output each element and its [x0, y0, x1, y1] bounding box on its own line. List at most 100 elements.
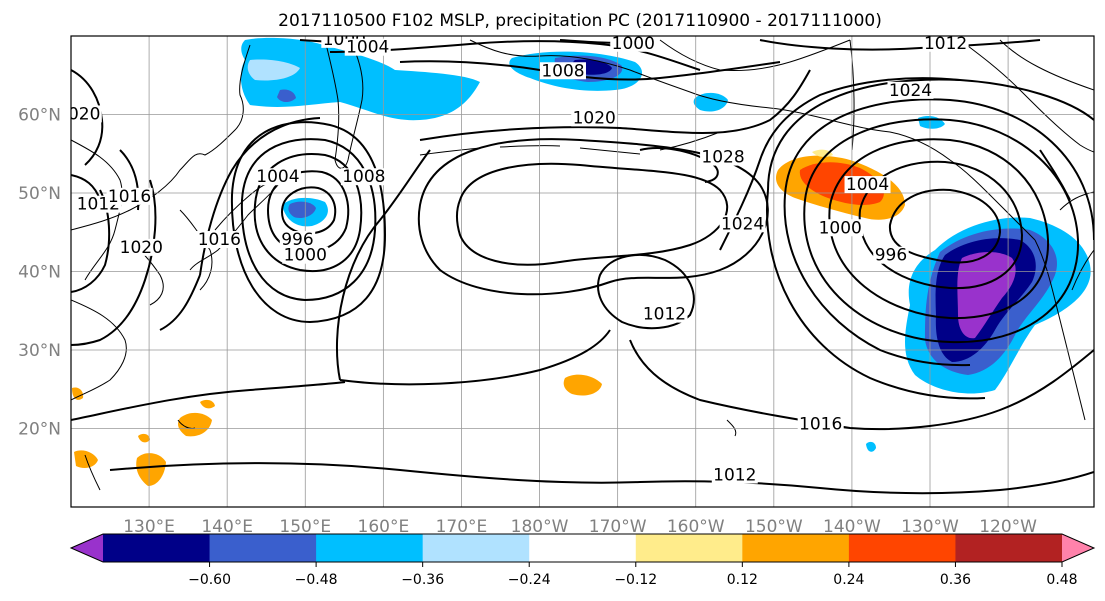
colorbar-tick-label: −0.60	[188, 572, 231, 588]
isobar-west-1020	[71, 179, 157, 346]
isobar-mid-1020	[419, 69, 811, 141]
map-axis-labels: 60°N 50°N 40°N 30°N 20°N 130°E 140°E 150°E 160°E…	[18, 106, 1037, 538]
isobar-gulf-low-1004	[888, 188, 1002, 264]
colorbar-tick-label: −0.24	[508, 572, 551, 588]
colorbar-tick-label: 0.12	[727, 572, 758, 588]
map-panel: 1000 1004 1000 1008 1012 1024 1020 1028 1004 1008…	[57, 34, 1095, 508]
colorbar-segment	[848, 534, 956, 562]
colorbar-segment	[103, 534, 211, 562]
lon-tick-label: 140°E	[201, 517, 253, 537]
isobar-north-1012	[759, 39, 1041, 51]
isobar-label: 1000	[819, 218, 862, 238]
precip-positive-small-1	[200, 399, 215, 409]
isobar-1012-center	[597, 254, 695, 330]
isobar-high-ring-2	[417, 138, 769, 296]
lat-tick-label: 20°N	[18, 420, 61, 440]
precip-negative-okhotsk-royal	[277, 89, 296, 103]
isobar-label: 1020	[573, 108, 616, 128]
colorbar-tick-label: 0.24	[833, 572, 864, 588]
isobar-label: 1016	[799, 415, 842, 435]
isobar-label: 1012	[713, 466, 756, 486]
isobar-gulf-low-1016	[783, 98, 1094, 367]
isobar-labels: 1000 1004 1000 1008 1012 1024 1020 1028 1004 1008…	[57, 34, 969, 486]
colorbar-segment	[635, 534, 743, 562]
isobar-label: 1016	[198, 230, 241, 250]
isobar-label-background	[844, 176, 891, 194]
lat-tick-label: 50°N	[18, 184, 61, 204]
isobar-label: 1008	[541, 61, 584, 81]
precip-positive-gulf-alaska-red	[799, 162, 884, 205]
isobar-label-background	[610, 36, 657, 52]
lon-tick-label: 120°W	[979, 517, 1037, 537]
isobar-label-background	[719, 215, 766, 233]
colorbar-segment	[316, 534, 424, 562]
lon-tick-label: 150°W	[745, 517, 803, 537]
isobar-label: 1008	[342, 167, 385, 187]
colorbar-segment	[422, 534, 530, 562]
colorbar-tick-label: 0.48	[1046, 572, 1077, 588]
lon-tick-label: 170°W	[589, 517, 647, 537]
isobar-label-background	[887, 81, 934, 99]
isobar-low-kuril-1004	[240, 138, 377, 302]
isobar-label-background	[817, 219, 864, 237]
coastline-japan	[189, 182, 279, 271]
precip-positive-philippine-1	[178, 412, 212, 437]
colorbar-segment	[529, 534, 637, 562]
isobar-low-kuril-1000	[253, 153, 363, 272]
lon-tick-label: 160°E	[358, 517, 410, 537]
isobar-label: 1000	[284, 246, 327, 266]
isobar-north-1004	[329, 40, 701, 71]
precip-negative-hawaii	[866, 441, 876, 452]
precip-positive-philippine-3	[138, 433, 150, 443]
isobar-label-background	[340, 168, 387, 186]
isobar-label-background	[539, 62, 586, 80]
isobar-label: 1024	[889, 81, 932, 101]
isobar-low-kuril-inner	[280, 186, 337, 235]
isobar-label-background	[279, 231, 316, 249]
isobar-high-ring-1	[456, 162, 729, 266]
colorbar-tick-label: −0.48	[295, 572, 338, 588]
lon-tick-label: 170°E	[436, 517, 488, 537]
figure-title: 2017110500 F102 MSLP, precipitation PC (…	[278, 11, 882, 31]
isobar-label: 1020	[57, 104, 100, 124]
colorbar-segment	[209, 534, 317, 562]
isobar-label-background	[922, 36, 969, 52]
isobar-label-background	[700, 148, 747, 166]
precip-positive-midpacific	[563, 374, 602, 396]
isobar-label: 1024	[721, 214, 764, 234]
lon-tick-label: 140°W	[823, 517, 881, 537]
coastline-aleutians	[419, 131, 721, 156]
isobar-label: 1028	[701, 148, 744, 168]
lon-tick-label: 160°W	[667, 517, 725, 537]
precip-negative-alaska-small	[693, 92, 728, 112]
isobar-1016-wide	[335, 149, 1094, 431]
isobar-ridge-1028-west	[1039, 149, 1071, 201]
isobar-label-background	[254, 168, 301, 186]
isobar-label-background	[873, 246, 909, 264]
isobar-gulf-low-1020	[766, 78, 1094, 400]
lon-tick-label: 130°E	[123, 517, 175, 537]
lat-tick-label: 40°N	[18, 263, 61, 283]
precip-negative-okhotsk	[240, 37, 480, 121]
colorbar-tick-label: −0.12	[614, 572, 657, 588]
isobar-label: 996	[875, 246, 907, 266]
precip-positive-philippine-2	[136, 453, 166, 486]
lat-tick-label: 60°N	[18, 106, 61, 126]
isobar-north-1008	[399, 60, 781, 81]
isobar-label-background	[321, 36, 368, 48]
map-frame	[70, 35, 1095, 508]
isobar-label-background	[641, 305, 688, 323]
precip-negative-kuril-royal	[288, 201, 316, 218]
isobar-gulf-low-1008	[828, 138, 1050, 320]
isobar-label: 1000	[612, 34, 655, 54]
isobar-gulf-low-1012	[803, 118, 1080, 344]
precip-positive-small-2	[72, 387, 84, 400]
precip-positive-light-edge	[812, 149, 833, 157]
colorbar-segment	[955, 534, 1063, 562]
isobar-label-background	[711, 466, 758, 484]
isobar-label: 996	[281, 230, 313, 250]
coastline-canada-interior	[959, 39, 1094, 153]
colorbar: −0.60 −0.48 −0.36 −0.24 −0.12 0.12 0.24 0.36 0.4…	[69, 533, 1096, 588]
isobar-gulf-low-1000	[858, 160, 1024, 290]
